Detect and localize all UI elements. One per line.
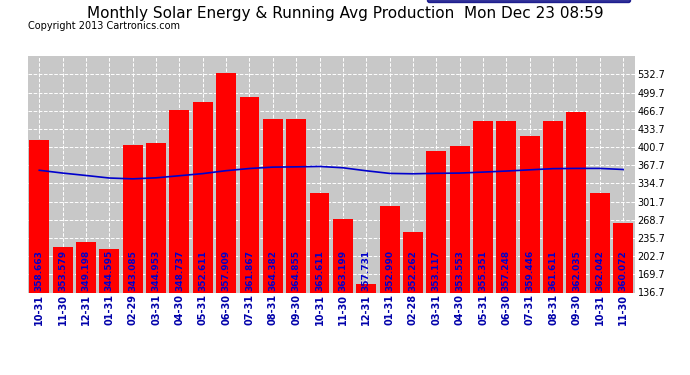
Text: 352.611: 352.611 [198, 251, 207, 291]
Legend: Average  (kWh), Monthly  (kWh): Average (kWh), Monthly (kWh) [427, 0, 629, 2]
Text: 352.262: 352.262 [408, 251, 417, 291]
Bar [216, 73, 236, 368]
Text: 353.579: 353.579 [58, 250, 67, 291]
Bar [613, 224, 633, 368]
Bar [543, 120, 563, 368]
Bar [76, 242, 96, 368]
Text: 364.855: 364.855 [292, 251, 301, 291]
Text: 344.953: 344.953 [152, 250, 161, 291]
Bar [566, 112, 586, 368]
Bar [590, 193, 610, 368]
Text: 349.198: 349.198 [81, 250, 90, 291]
Text: 357.731: 357.731 [362, 250, 371, 291]
Bar [426, 152, 446, 368]
Bar [30, 140, 49, 368]
Bar [123, 145, 143, 368]
Bar [193, 102, 213, 368]
Text: 363.199: 363.199 [338, 250, 347, 291]
Text: 352.990: 352.990 [385, 251, 394, 291]
Bar [286, 119, 306, 368]
Bar [263, 119, 283, 368]
Text: 357.248: 357.248 [502, 250, 511, 291]
Text: 360.072: 360.072 [619, 251, 628, 291]
Text: Copyright 2013 Cartronics.com: Copyright 2013 Cartronics.com [28, 21, 179, 31]
Bar [403, 232, 423, 368]
Bar [99, 249, 119, 368]
Text: 353.553: 353.553 [455, 251, 464, 291]
Bar [473, 120, 493, 368]
Text: 358.663: 358.663 [34, 251, 43, 291]
Text: 357.909: 357.909 [221, 250, 230, 291]
Bar [310, 193, 329, 368]
Text: 343.085: 343.085 [128, 251, 137, 291]
Text: 362.035: 362.035 [572, 251, 581, 291]
Bar [52, 247, 72, 368]
Bar [380, 206, 400, 368]
Bar [170, 110, 189, 368]
Text: 353.117: 353.117 [432, 251, 441, 291]
Text: 361.867: 361.867 [245, 251, 254, 291]
Bar [520, 136, 540, 368]
Text: 348.737: 348.737 [175, 250, 184, 291]
Bar [496, 121, 516, 368]
Bar [146, 143, 166, 368]
Text: 355.351: 355.351 [478, 251, 488, 291]
Text: 344.595: 344.595 [105, 250, 114, 291]
Bar [239, 98, 259, 368]
Text: 359.446: 359.446 [525, 250, 534, 291]
Text: Monthly Solar Energy & Running Avg Production  Mon Dec 23 08:59: Monthly Solar Energy & Running Avg Produ… [87, 6, 603, 21]
Text: 361.611: 361.611 [549, 251, 558, 291]
Bar [333, 219, 353, 368]
Bar [356, 284, 376, 368]
Text: 364.382: 364.382 [268, 251, 277, 291]
Text: 365.611: 365.611 [315, 251, 324, 291]
Text: 362.042: 362.042 [595, 251, 604, 291]
Bar [450, 146, 470, 368]
